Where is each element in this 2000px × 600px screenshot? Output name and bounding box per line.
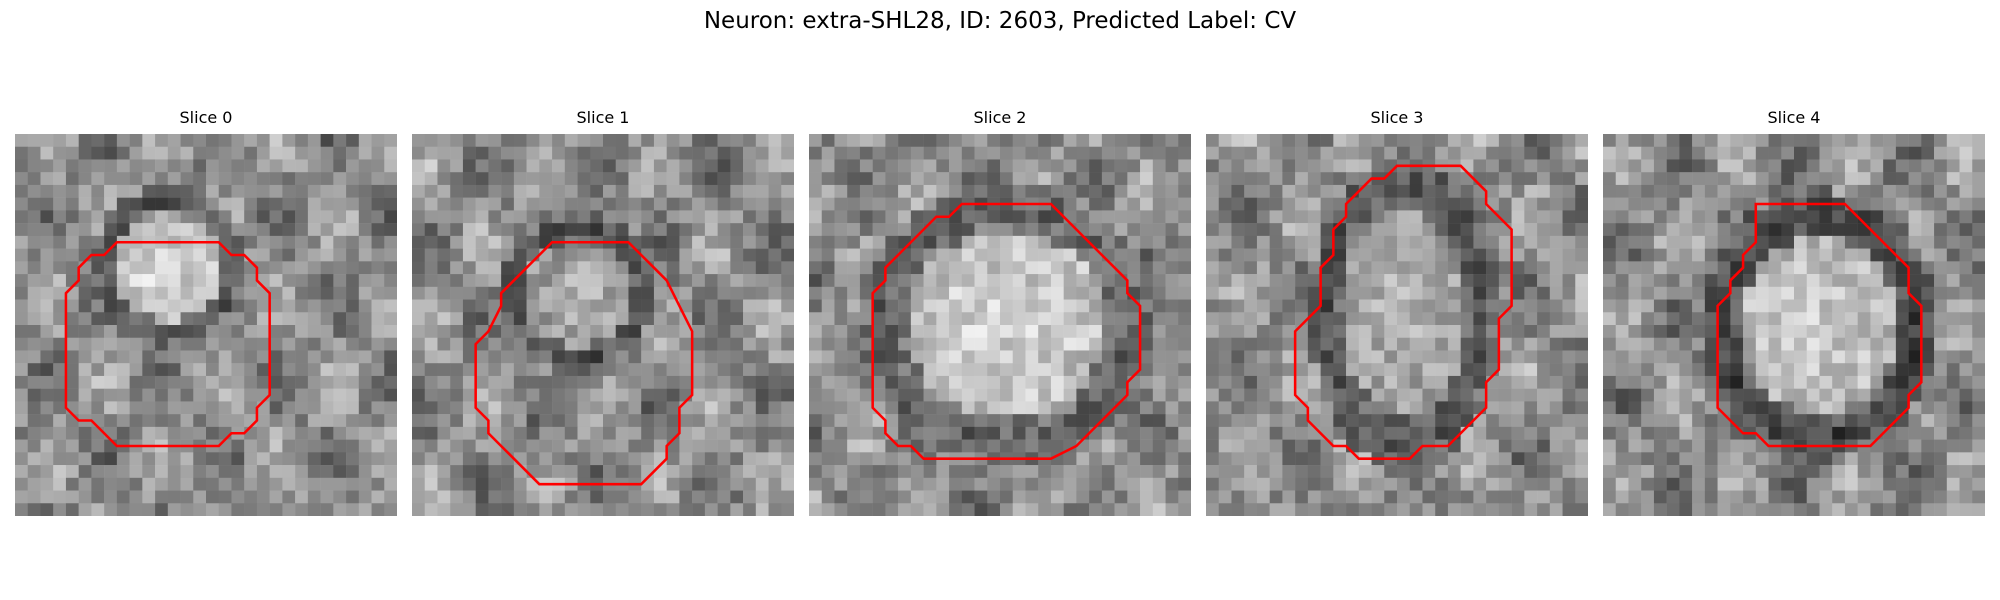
slice-title: Slice 4 [1767, 108, 1821, 127]
slice-image [1206, 134, 1588, 516]
slice-panel-2: Slice 2 [809, 108, 1191, 518]
slice-panel-3: Slice 3 [1206, 108, 1588, 518]
slice-image [15, 134, 397, 516]
figure-title: Neuron: extra-SHL28, ID: 2603, Predicted… [703, 8, 1297, 34]
slice-panel-1: Slice 1 [412, 108, 794, 518]
segmentation-contour [1293, 164, 1513, 460]
slice-image [809, 134, 1191, 516]
grayscale-micrograph [412, 134, 794, 516]
grayscale-micrograph [15, 134, 397, 516]
slice-title: Slice 2 [973, 108, 1027, 127]
segmentation-contour [64, 240, 271, 448]
slice-image [412, 134, 794, 516]
slice-title: Slice 0 [179, 108, 233, 127]
segmentation-contour [1716, 202, 1923, 448]
grayscale-micrograph [1603, 134, 1985, 516]
slice-panel-4: Slice 4 [1603, 108, 1985, 518]
slice-image [1603, 134, 1985, 516]
grayscale-micrograph [809, 134, 1191, 516]
segmentation-contour [474, 240, 694, 486]
slice-title: Slice 1 [576, 108, 630, 127]
grayscale-micrograph [1206, 134, 1588, 516]
slice-panel-0: Slice 0 [15, 108, 397, 518]
segmentation-contour [871, 202, 1142, 460]
slice-title: Slice 3 [1370, 108, 1424, 127]
